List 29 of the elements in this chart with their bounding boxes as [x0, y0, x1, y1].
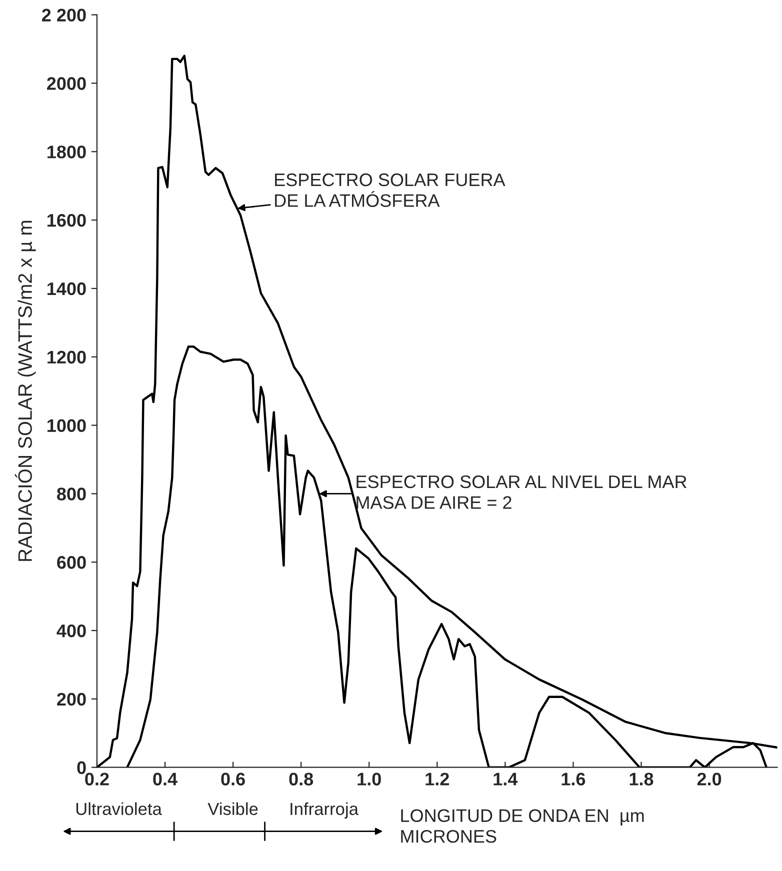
x-tick-label: 1.6 — [562, 772, 586, 786]
text: Infrarroja — [290, 802, 358, 819]
x-tick-label: 2.0 — [697, 772, 722, 786]
y-tick-label: 800 — [57, 488, 86, 500]
x-tick-label: 0.2 — [85, 772, 109, 786]
x-tick-label: 1.8 — [630, 772, 654, 786]
y-tick-label: 1600 — [48, 214, 86, 227]
y-tick-label: 1800 — [48, 146, 86, 158]
x-tick-label: 1.2 — [426, 772, 449, 786]
y-tick-label: 1400 — [48, 282, 86, 296]
text: Visible — [208, 802, 258, 816]
x-tick-label: 0.8 — [289, 772, 314, 786]
annotation: ESPECTRO SOLAR AL NIVEL DEL MAR MASA DE AIRE = 2 — [356, 475, 686, 509]
annotation: ESPECTRO SOLAR FUERA DE LA ATMÓSFERA — [275, 173, 506, 207]
y-tick-label: 2000 — [47, 77, 86, 90]
x-tick-label: 1.4 — [494, 772, 518, 786]
y-tick-label: 400 — [56, 624, 86, 638]
y-tick-label: 600 — [57, 556, 86, 569]
y-tick-label: 1200 — [48, 350, 86, 364]
text: Ultravioleta — [76, 802, 162, 816]
x-tick-label: 0.6 — [221, 772, 245, 786]
x-axis-title: LONGITUD DE ONDA EN µm MICRONES — [401, 809, 644, 843]
y-tick-label: 2 200 — [42, 8, 86, 22]
x-tick-label: 0.4 — [153, 772, 178, 786]
y-tick-label: 200 — [57, 692, 86, 706]
y-tick-label: 1000 — [48, 419, 86, 432]
x-tick-label: 1.0 — [358, 772, 381, 786]
y-tick-label: 0 — [77, 761, 86, 774]
y-axis-title: RADIACIÓN SOLAR (WATTS/m2 x µ m — [14, 220, 36, 561]
